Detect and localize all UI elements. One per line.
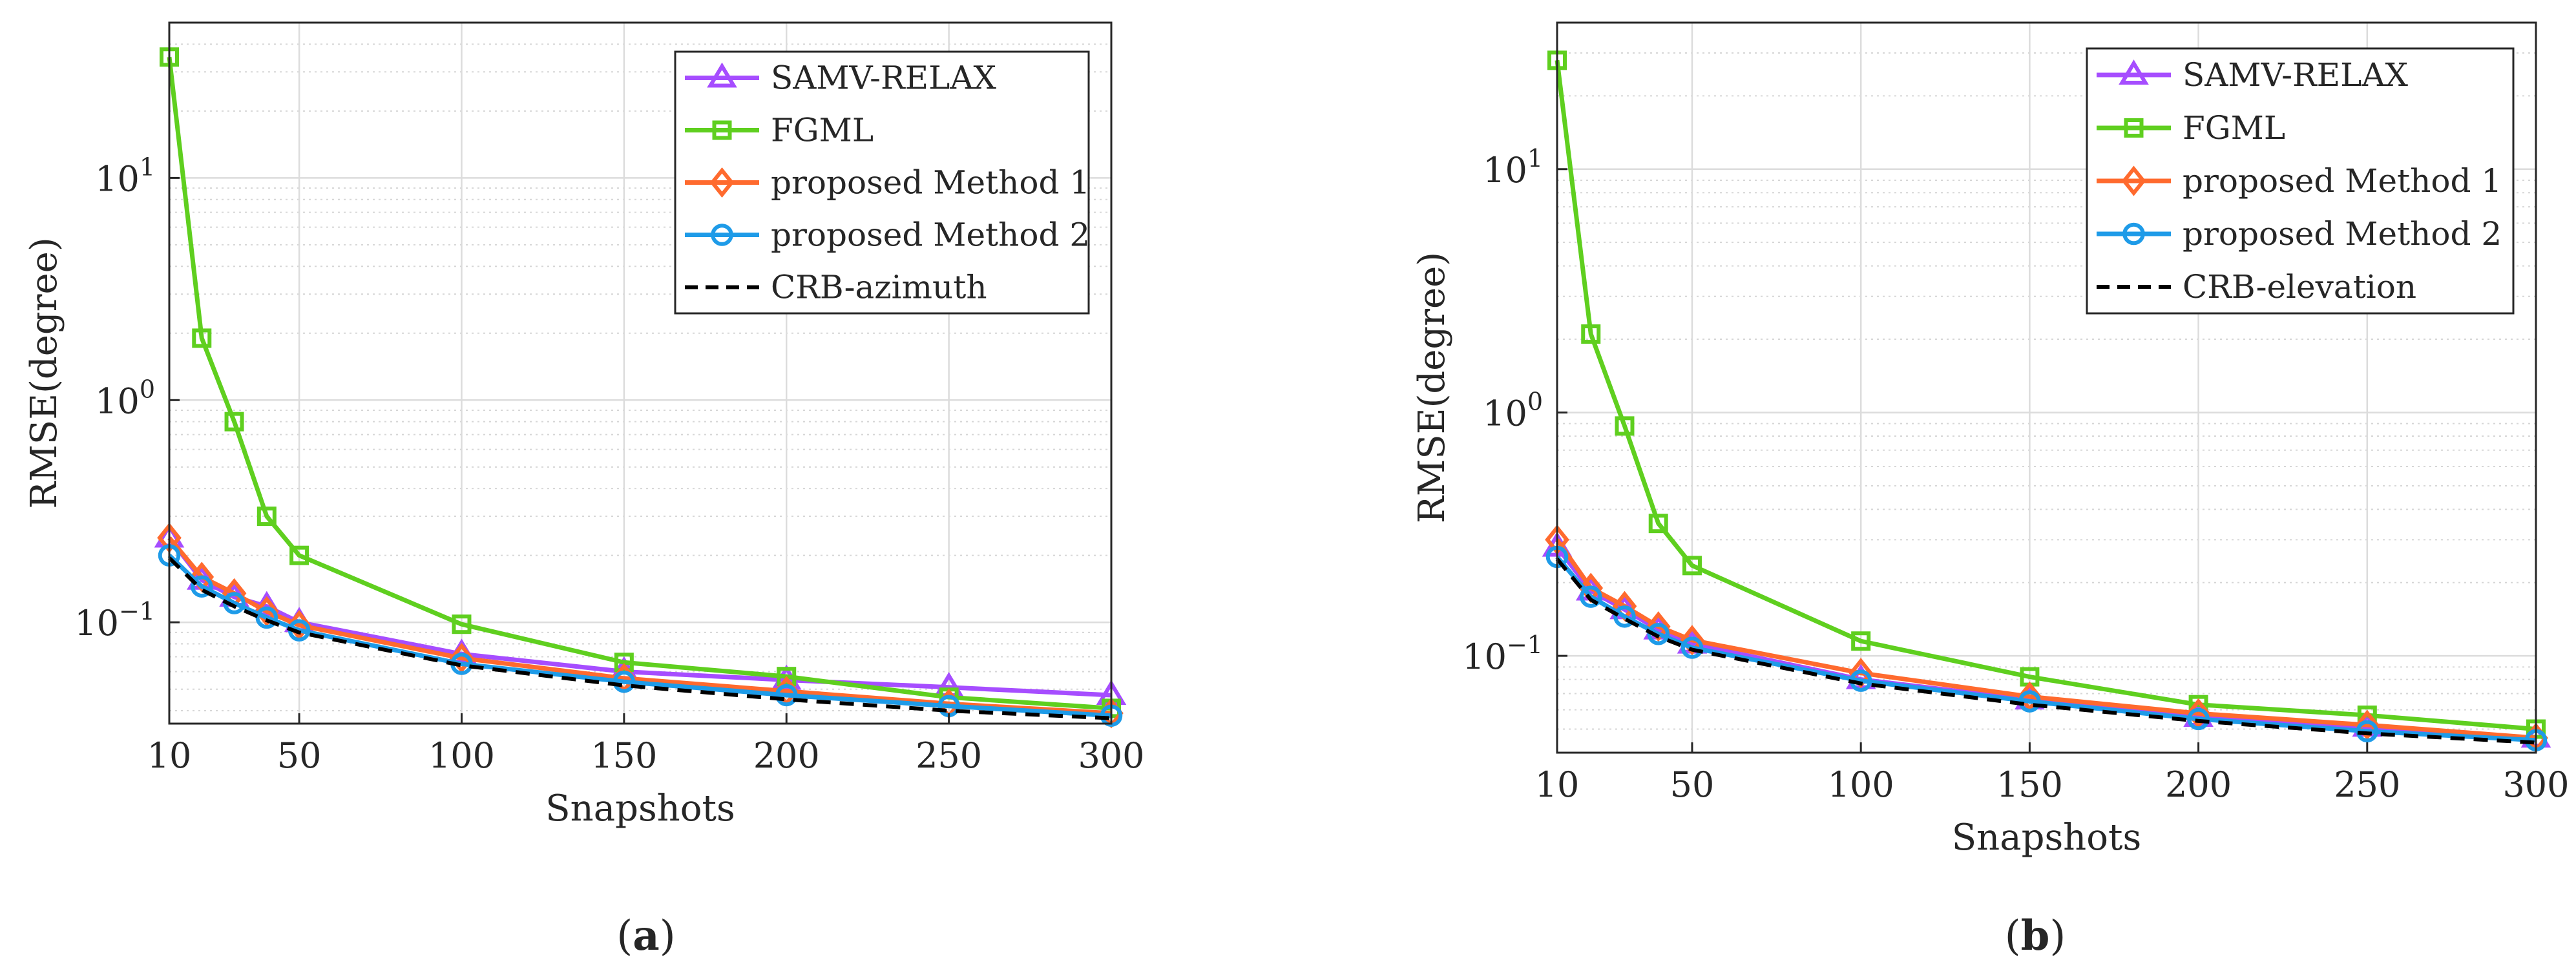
legend: SAMV-RELAX FGML proposed Method 1 proposed … xyxy=(674,50,1090,315)
series-line-proposed-method-2 xyxy=(1555,555,2537,743)
data-point-fgml xyxy=(1615,416,1635,436)
x-tick-label: 10 xyxy=(1535,764,1580,805)
series-line-crb-azimuth xyxy=(167,556,1112,720)
data-point-fgml xyxy=(1851,631,1871,651)
x-axis-label: Snapshots xyxy=(1952,817,2141,859)
x-tick-label: 200 xyxy=(753,735,820,776)
data-point-proposed-method-2 xyxy=(2187,707,2210,731)
data-point-proposed-method-1 xyxy=(2354,709,2380,740)
series-line-samv-relax xyxy=(1555,545,2537,740)
x-tick-label: 300 xyxy=(2502,764,2569,805)
data-point-proposed-method-1 xyxy=(2186,698,2211,729)
data-point-proposed-method-1 xyxy=(189,561,215,592)
legend-marker-proposed-method-1 xyxy=(2121,165,2146,196)
data-point-proposed-method-1 xyxy=(449,643,474,674)
data-point-proposed-method-2 xyxy=(613,670,636,693)
legend-label-proposed-method-2: proposed Method 2 xyxy=(771,216,1090,254)
x-tick-label: 200 xyxy=(2165,764,2232,805)
y-tick-label: 100 xyxy=(95,375,155,421)
legend-marker-fgml xyxy=(2124,118,2144,138)
y-tick-label: 100 xyxy=(1483,387,1543,434)
panel-label-a: (a) xyxy=(616,912,675,960)
chart-b: 10 50 100 150 200 250 300 10−1 100 101 Snapshots RM… xyxy=(1411,21,2570,859)
data-point-proposed-method-2 xyxy=(775,684,798,707)
series-line-proposed-method-1 xyxy=(167,536,1112,716)
y-tick-label: 10−1 xyxy=(1462,631,1543,677)
x-tick-label: 150 xyxy=(1996,764,2063,805)
series-line-crb-elevation xyxy=(1555,558,2537,745)
data-point-proposed-method-2 xyxy=(2018,690,2041,713)
series-line-fgml xyxy=(167,56,1112,711)
y-axis-label: RMSE(degree) xyxy=(23,237,65,508)
x-tick-label: 10 xyxy=(147,735,192,776)
series-line-samv-relax xyxy=(167,536,1112,698)
x-tick-label: 100 xyxy=(428,735,495,776)
data-point-fgml xyxy=(224,412,244,432)
x-tick-label: 300 xyxy=(1078,735,1144,776)
x-axis-label: Snapshots xyxy=(545,788,735,830)
x-tick-label: 250 xyxy=(2334,764,2400,805)
legend-marker-samv-relax xyxy=(707,62,737,88)
data-point-fgml xyxy=(452,614,472,634)
data-point-proposed-method-2 xyxy=(1613,605,1636,628)
data-point-fgml xyxy=(1648,514,1668,534)
data-point-proposed-method-2 xyxy=(191,575,213,598)
legend-marker-fgml xyxy=(712,120,732,140)
legend-label-proposed-method-1: proposed Method 1 xyxy=(2183,162,2502,200)
axes-box xyxy=(1556,21,2537,754)
legend-label-fgml: FGML xyxy=(2183,109,2285,147)
x-tick-label: 250 xyxy=(916,735,982,776)
series-line-fgml xyxy=(1555,59,2537,731)
x-tick-label: 150 xyxy=(591,735,657,776)
legend-marker-proposed-method-2 xyxy=(2122,222,2145,246)
data-point-fgml xyxy=(614,653,634,673)
y-axis-label: RMSE(degree) xyxy=(1411,252,1453,523)
data-point-proposed-method-2 xyxy=(1647,622,1670,645)
legend-marker-samv-relax xyxy=(2119,59,2149,85)
data-point-fgml xyxy=(1682,556,1702,576)
legend-marker-proposed-method-2 xyxy=(711,224,733,246)
legend-label-samv-relax: SAMV-RELAX xyxy=(771,59,996,97)
data-point-fgml xyxy=(289,545,309,565)
legend-label-samv-relax: SAMV-RELAX xyxy=(2183,56,2408,94)
legend-label-crb-elevation: CRB-elevation xyxy=(2183,268,2416,306)
data-point-proposed-method-1 xyxy=(287,610,311,641)
data-point-proposed-method-2 xyxy=(1681,636,1704,659)
x-tick-label: 50 xyxy=(277,735,322,776)
panel-label-b: (b) xyxy=(2005,912,2066,960)
y-tick-label: 101 xyxy=(95,152,155,199)
data-point-proposed-method-2 xyxy=(255,606,278,629)
data-point-proposed-method-1 xyxy=(1646,611,1671,642)
y-tick-label: 10−1 xyxy=(74,597,155,643)
legend-marker-proposed-method-1 xyxy=(709,167,735,198)
data-point-proposed-method-2 xyxy=(1579,585,1602,608)
legend: SAMV-RELAX FGML proposed Method 1 proposed … xyxy=(2086,47,2515,315)
series-line-proposed-method-1 xyxy=(1555,538,2537,740)
data-point-fgml xyxy=(1581,324,1601,344)
data-point-proposed-method-1 xyxy=(254,596,279,627)
x-tick-label: 50 xyxy=(1670,764,1715,805)
chart-a: 10 50 100 150 200 250 300 10−1 100 101 Snapshots RM… xyxy=(23,21,1145,830)
data-point-proposed-method-1 xyxy=(1680,625,1704,656)
legend-label-proposed-method-2: proposed Method 2 xyxy=(2183,215,2502,253)
legend-label-fgml: FGML xyxy=(771,112,874,149)
legend-label-crb-azimuth: CRB-azimuth xyxy=(771,269,987,306)
x-tick-label: 100 xyxy=(1828,764,1894,805)
axes-box xyxy=(168,21,1113,725)
data-point-fgml xyxy=(192,328,212,348)
y-tick-label: 101 xyxy=(1483,144,1543,191)
data-point-fgml xyxy=(257,507,277,527)
legend-label-proposed-method-1: proposed Method 1 xyxy=(771,164,1090,202)
